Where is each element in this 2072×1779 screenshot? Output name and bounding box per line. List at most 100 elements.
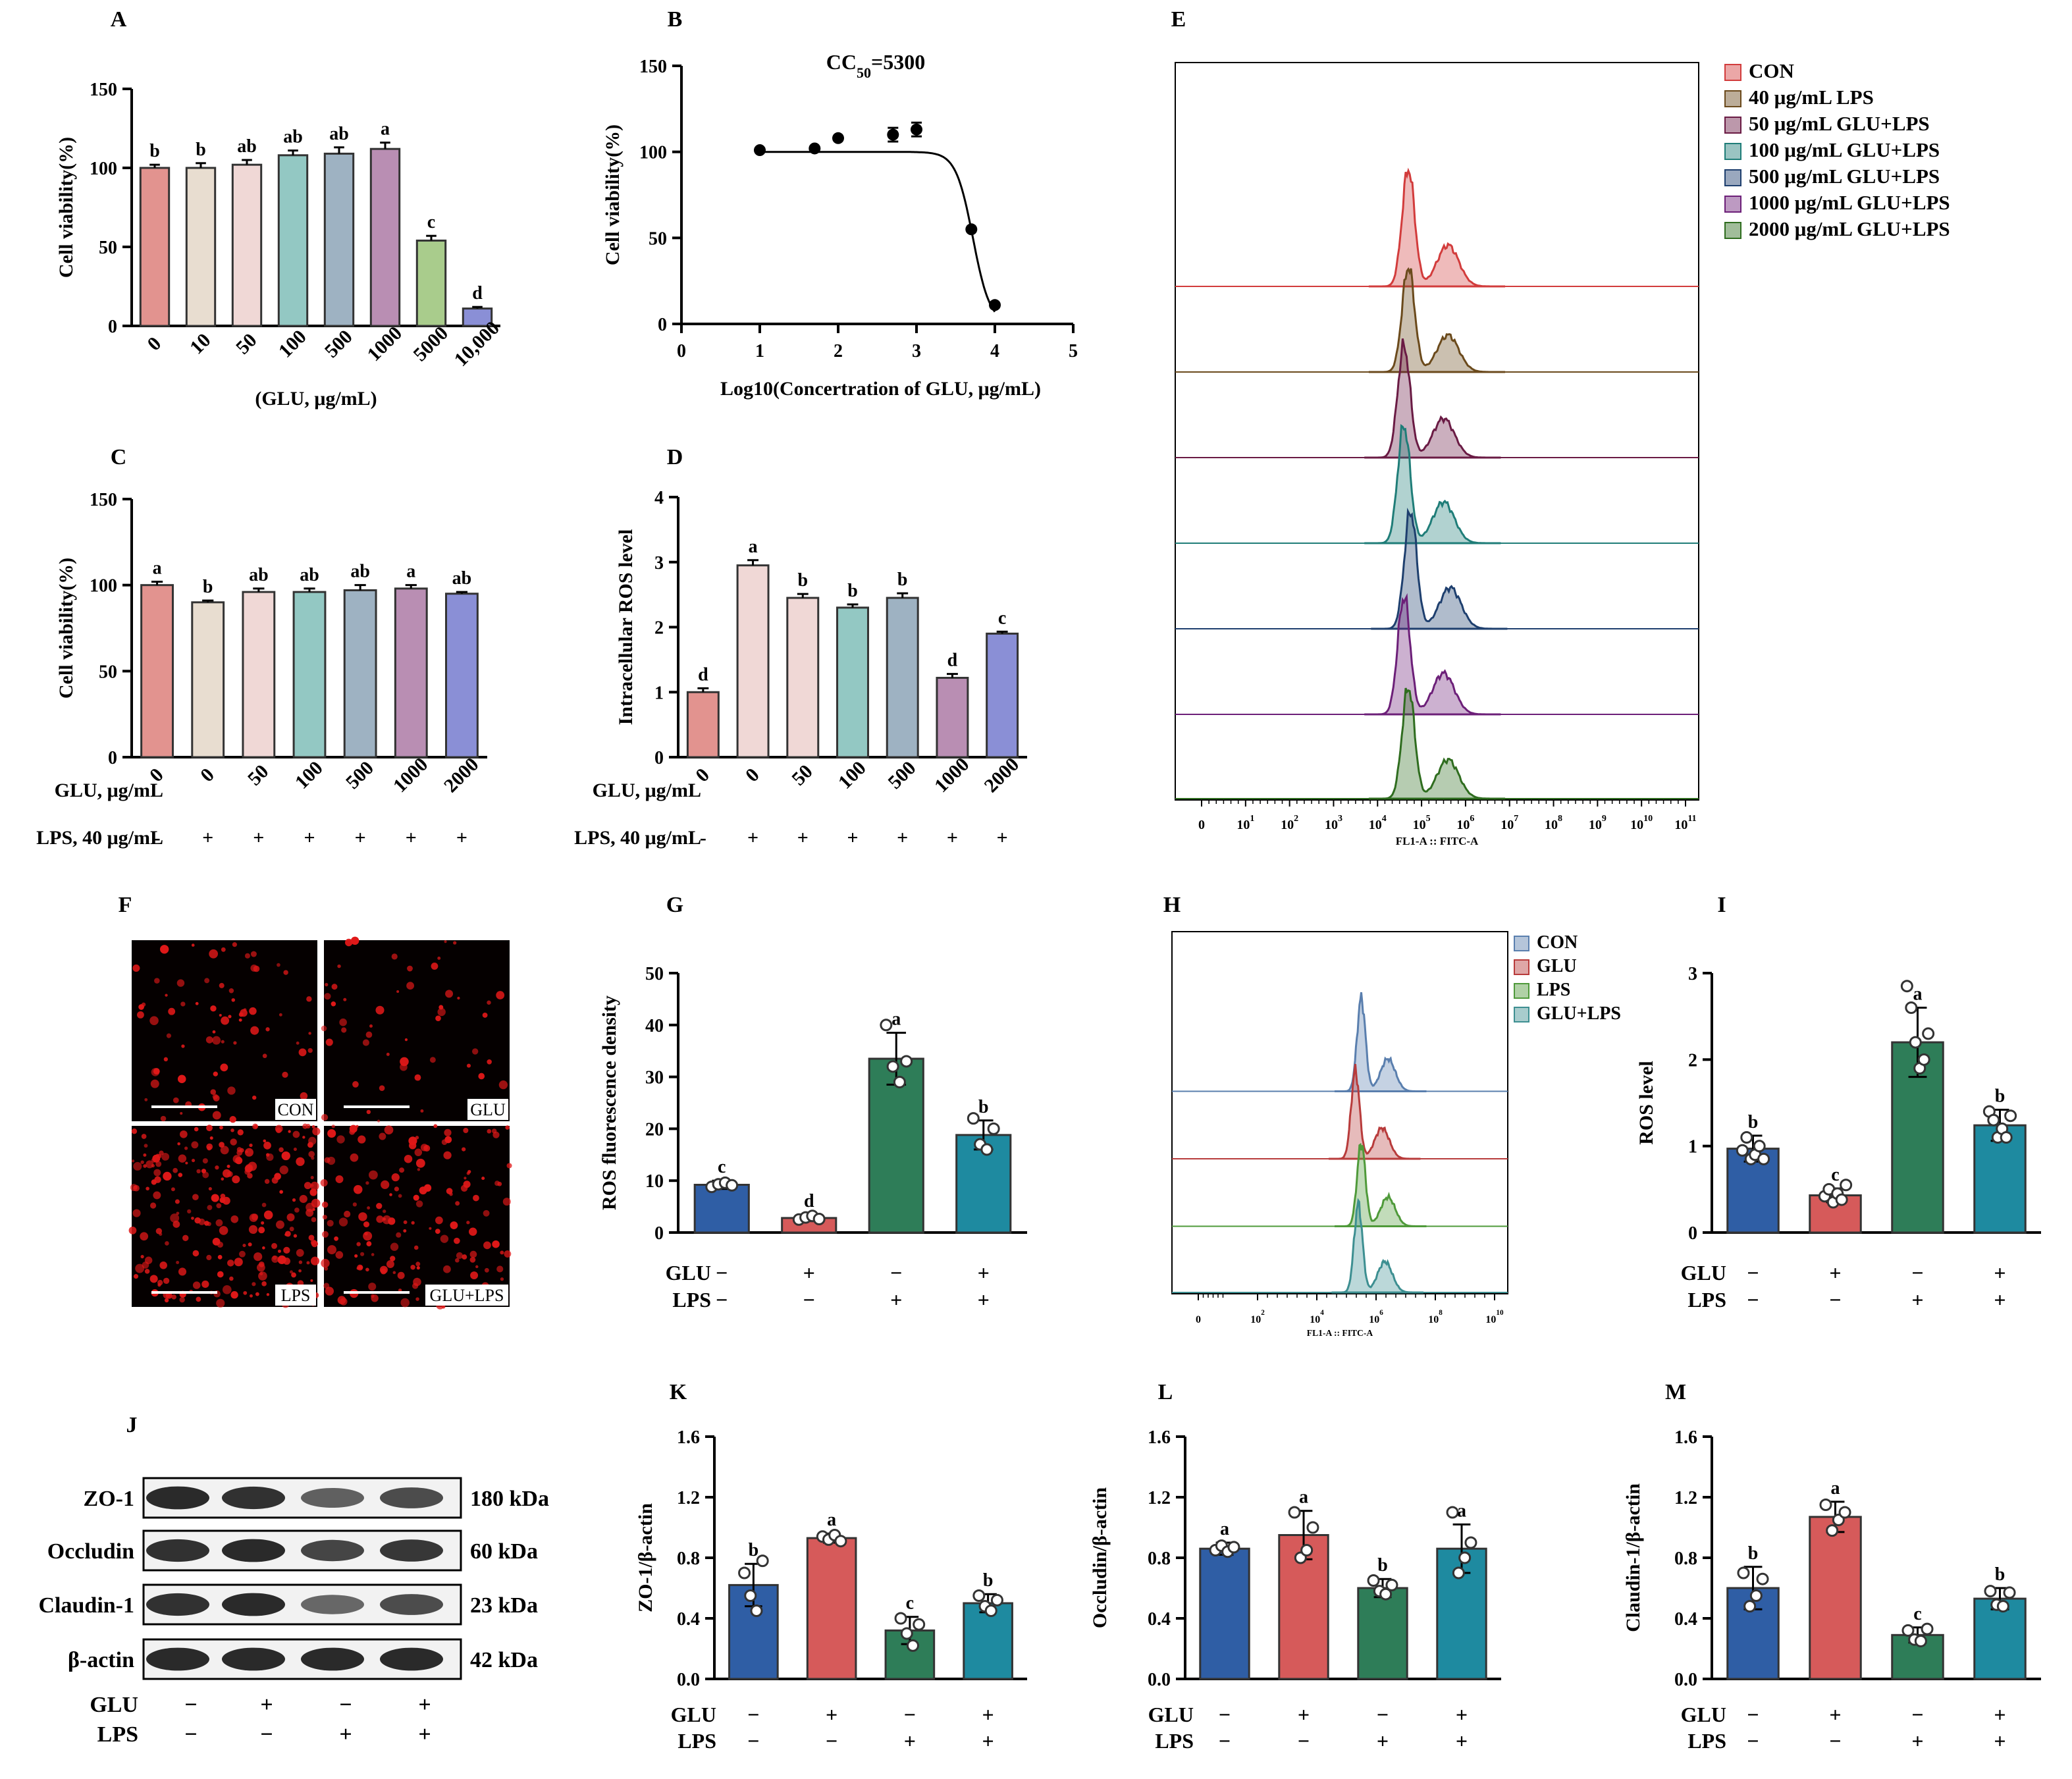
histogram-6 (1368, 687, 1505, 800)
fluorescent-cell (263, 1141, 271, 1150)
legend-label: 500 μg/mL GLU+LPS (1749, 165, 1940, 188)
fluorescent-cell (311, 1217, 317, 1223)
panel-letter-i: I (1717, 893, 1726, 917)
panel-k-chart: 0.0 0.4 0.8 1.2 1.6 ZO-1/β-actin b − − a + − c − + b + + G… (635, 1427, 1027, 1753)
fluorescent-cell (386, 1260, 394, 1268)
fluorescent-cell (234, 1258, 243, 1267)
fluorescent-cell (192, 1194, 199, 1201)
fluorescent-cell (502, 1198, 511, 1206)
fluorescent-cell (350, 936, 359, 945)
significance-letter: a (381, 119, 390, 140)
fluorescent-cell (212, 1030, 216, 1034)
fluorescent-cell (144, 1144, 148, 1148)
fluorescent-cell (305, 1209, 314, 1217)
legend-label: LPS (1537, 980, 1570, 1000)
panel-g-chart: 0 10 20 30 40 50 ROS fluorescence density c − − d +… (598, 964, 1027, 1312)
fluorescent-cell (327, 1245, 336, 1255)
fluorescent-cell (325, 1038, 333, 1046)
fluorescent-cell (212, 1237, 221, 1246)
significance-letter: a (1299, 1487, 1308, 1508)
fluorescent-cell (142, 1261, 149, 1269)
fluorescent-cell (487, 1000, 491, 1005)
lps-sign: - (700, 827, 706, 849)
fluorescent-cell (144, 1098, 148, 1102)
fluorescent-cell (198, 1218, 205, 1225)
fluorescent-cell (443, 1265, 451, 1273)
fluorescent-cell (483, 1209, 490, 1217)
fluorescent-cell (415, 1136, 419, 1140)
fluorescent-cell (444, 1136, 452, 1144)
fluorescent-cell (250, 1026, 259, 1035)
glu-sign: + (803, 1261, 815, 1285)
bar (736, 564, 770, 758)
fluorescent-cell (143, 1164, 147, 1168)
fluorescent-cell (288, 1130, 291, 1133)
bar (323, 152, 355, 327)
fluorescent-cell (358, 1135, 366, 1144)
histogram-3 (1331, 1198, 1423, 1294)
lps-sign: + (406, 827, 417, 849)
blot-band (301, 1539, 364, 1562)
panel-letter-g: G (666, 893, 683, 917)
fluorescent-cell (178, 1154, 187, 1163)
fluorescent-cell (415, 1158, 425, 1168)
bar (445, 593, 479, 758)
fluorescent-cell (132, 1209, 141, 1217)
fluorescent-cell (290, 1270, 293, 1274)
fluorescent-cell (349, 1125, 358, 1133)
data-point (744, 1589, 757, 1602)
y-tick-label: 100 (90, 159, 117, 179)
fluorescent-cell (192, 1250, 199, 1257)
data-point (1379, 1587, 1393, 1601)
fluorescent-cell (207, 1146, 212, 1151)
panel-letter-f: F (119, 893, 132, 917)
x-tick-label: 50 (244, 760, 273, 790)
fluorescent-cell (196, 1169, 201, 1174)
fluorescent-cell (456, 1252, 464, 1260)
protein-label: β-actin (68, 1648, 134, 1672)
fluorescent-cell (204, 1221, 209, 1226)
data-point (1757, 1152, 1770, 1165)
x-tick-label: 500 (342, 757, 378, 793)
data-point (965, 223, 978, 236)
fluorescent-cell (307, 1048, 313, 1053)
fluorescent-cell (201, 1280, 209, 1288)
fluorescent-cell (149, 1016, 159, 1025)
y-tick-label: 2 (1688, 1050, 1697, 1071)
fluorescent-cell (219, 1226, 228, 1235)
glu-sign: + (982, 1703, 994, 1726)
data-point (1840, 1179, 1853, 1192)
data-point (893, 1075, 906, 1088)
bar (886, 597, 919, 758)
fluorescent-cell (466, 1221, 470, 1225)
bar (139, 167, 171, 327)
fluorescent-cell (209, 949, 219, 959)
fluorescent-cell (414, 1074, 421, 1081)
fluorescent-cell (309, 1188, 317, 1196)
fluorescent-cell (365, 1031, 373, 1038)
fluorescent-cell (219, 982, 225, 988)
x-tick-label: 0 (1198, 818, 1205, 832)
fluorescent-cell (154, 978, 160, 984)
fluorescent-cell (192, 1281, 201, 1289)
data-point (1756, 1572, 1769, 1585)
significance-letter: c (998, 608, 1006, 628)
fluorescent-cell (383, 1217, 386, 1221)
fluorescent-cell (144, 1269, 150, 1274)
bar (936, 677, 969, 758)
fluorescent-cell (471, 1048, 479, 1055)
fluorescent-cell (275, 1125, 283, 1133)
significance-letter: a (1457, 1500, 1466, 1521)
fluorescent-cell (165, 1241, 169, 1246)
fluorescent-cell (247, 1173, 253, 1179)
fluorescent-cell (230, 1128, 234, 1132)
y-tick-label: 0.8 (677, 1549, 700, 1569)
fluorescent-cell (417, 1168, 421, 1171)
data-point (967, 1112, 980, 1125)
fluorescent-cell (334, 1236, 338, 1241)
fluorescent-cell (154, 1176, 161, 1183)
glu-sign: − (1219, 1703, 1231, 1726)
fluorescent-cell (354, 1254, 358, 1258)
fluorescent-cell (321, 1231, 329, 1238)
fluorescent-cell (469, 1257, 476, 1263)
